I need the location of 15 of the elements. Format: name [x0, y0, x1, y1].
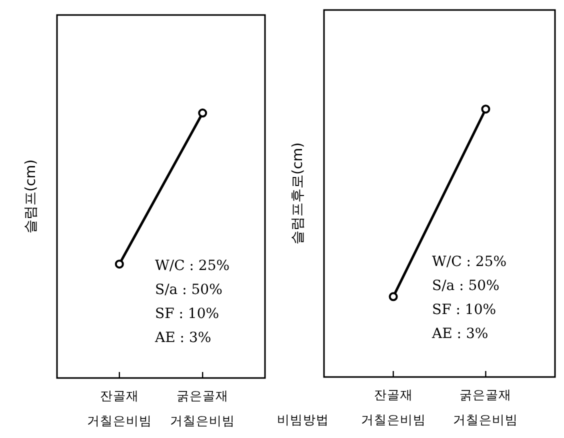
annotation: SF : 10% [432, 302, 496, 318]
annotation: W/C : 25% [432, 254, 507, 270]
y-axis-title: 슬럼프후로(cm) [290, 142, 306, 245]
y-axis-title: 슬럼프(cm) [23, 159, 39, 234]
annotation: S/a : 50% [155, 282, 222, 298]
x-axis-title: 비빔방법 [277, 412, 329, 427]
annotation: AE : 3% [431, 326, 488, 342]
x-tick-label: 잔골재 거칠은비빔 [360, 387, 426, 427]
annotation: W/C : 25% [155, 258, 230, 274]
x-tick-label: 굵은골재 거칠은비빔 [453, 387, 518, 427]
annotation: S/a : 50% [432, 278, 500, 294]
x-tick-label: 잔골재 거칠은비빔 [86, 388, 152, 428]
x-tick-label: 굵은골재 거칠은비빔 [170, 388, 236, 428]
annotation: SF : 10% [155, 306, 220, 322]
annotation: AE : 3% [154, 330, 212, 346]
